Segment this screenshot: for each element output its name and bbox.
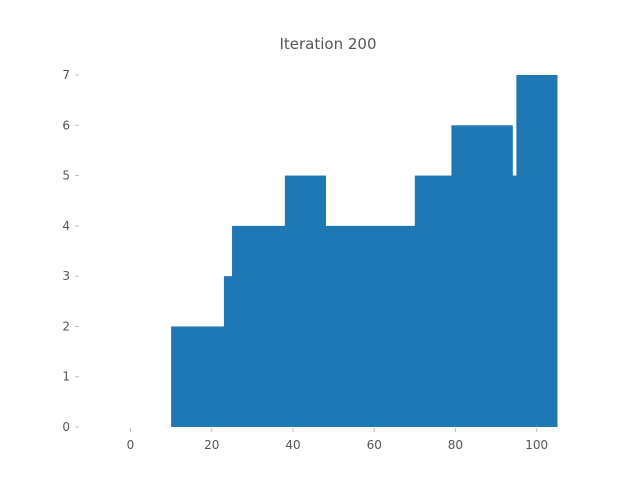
bar-2: [232, 225, 286, 427]
x-tick-label-80: 80: [448, 438, 463, 452]
x-axis: 0 20 40 60 80 100: [127, 428, 548, 452]
chart-title: Iteration 200: [279, 35, 376, 53]
bars-group: [171, 75, 558, 427]
bar-4: [325, 225, 416, 427]
x-tick-label-100: 100: [525, 438, 548, 452]
bar-5: [414, 175, 452, 427]
x-tick-label-0: 0: [127, 438, 135, 452]
bar-8: [516, 75, 558, 427]
bar-1: [223, 276, 233, 427]
y-tick-label-4: 4: [62, 219, 70, 233]
bar-6: [451, 125, 513, 427]
x-tick-label-40: 40: [285, 438, 300, 452]
bar-3: [284, 175, 326, 427]
x-tick-label-20: 20: [204, 438, 219, 452]
y-tick-label-1: 1: [62, 370, 70, 384]
x-tick-label-60: 60: [367, 438, 382, 452]
y-tick-label-7: 7: [62, 68, 70, 82]
y-tick-label-3: 3: [62, 269, 70, 283]
bar-7: [512, 175, 517, 427]
y-axis: 0 1 2 3 4 5 6 7: [62, 68, 79, 434]
bar-0: [171, 326, 225, 427]
y-tick-label-5: 5: [62, 169, 70, 183]
y-tick-label-2: 2: [62, 319, 70, 333]
y-tick-label-6: 6: [62, 118, 70, 132]
y-tick-label-0: 0: [62, 420, 70, 434]
